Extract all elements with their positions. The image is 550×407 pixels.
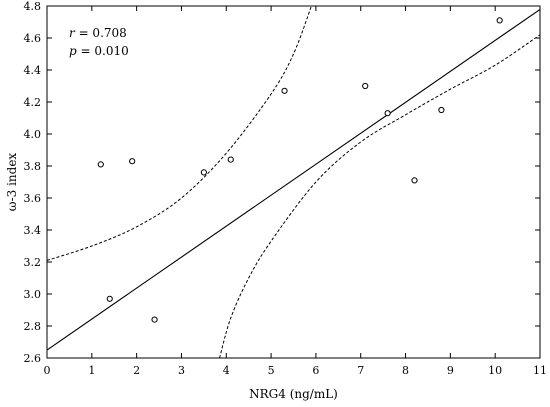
series-layer bbox=[47, 6, 540, 358]
x-tick-label: 11 bbox=[533, 364, 547, 377]
data-point bbox=[129, 158, 136, 165]
confidence-band-lower bbox=[219, 34, 540, 358]
y-tick-label: 2.6 bbox=[24, 352, 42, 365]
x-tick-label: 8 bbox=[402, 364, 409, 377]
y-tick-label: 4.6 bbox=[24, 32, 42, 45]
plot-frame bbox=[46, 5, 541, 359]
y-tick-label: 4.4 bbox=[24, 64, 42, 77]
y-tick-label: 3.2 bbox=[24, 256, 42, 269]
x-axis-label: NRG4 (ng/mL) bbox=[249, 387, 338, 401]
x-tick-label: 0 bbox=[44, 364, 51, 377]
confidence-band-upper bbox=[47, 6, 312, 261]
y-axis-label: ω-3 index bbox=[5, 153, 19, 212]
y-tick-label: 3.8 bbox=[24, 160, 42, 173]
y-tick-label: 3.6 bbox=[24, 192, 42, 205]
x-tick-label: 9 bbox=[447, 364, 454, 377]
y-tick-label: 3.4 bbox=[24, 224, 42, 237]
y-tick-label: 2.8 bbox=[24, 320, 42, 333]
x-tick-label: 6 bbox=[312, 364, 319, 377]
x-tick-label: 2 bbox=[133, 364, 140, 377]
data-point bbox=[97, 161, 104, 168]
y-tick-label: 4.0 bbox=[24, 128, 42, 141]
data-point bbox=[384, 110, 391, 117]
x-tick-label: 4 bbox=[223, 364, 230, 377]
x-axis-ticks: 0 1 2 3 4 5 6 7 8 9 10 11 bbox=[44, 6, 547, 377]
data-point bbox=[281, 87, 288, 94]
x-tick-label: 7 bbox=[357, 364, 364, 377]
data-point bbox=[151, 316, 158, 323]
x-tick-label: 3 bbox=[178, 364, 185, 377]
regression-line bbox=[47, 8, 540, 351]
stats-p: p = 0.010 bbox=[69, 44, 129, 58]
data-point bbox=[362, 82, 369, 90]
y-tick-label: 4.2 bbox=[24, 96, 42, 109]
y-tick-label: 4.8 bbox=[24, 0, 42, 13]
y-axis-ticks: 2.6 2.8 3.0 3.2 3.4 3.6 3.8 4.0 4.2 4.4 4.6 4.8 bbox=[24, 0, 540, 365]
x-tick-label: 1 bbox=[88, 364, 95, 377]
data-point bbox=[496, 17, 503, 24]
data-point bbox=[438, 106, 445, 114]
data-point bbox=[227, 156, 234, 163]
stats-r: r = 0.708 bbox=[69, 26, 127, 40]
x-tick-label: 5 bbox=[268, 364, 275, 377]
x-tick-label: 10 bbox=[488, 364, 502, 377]
y-tick-label: 3.0 bbox=[24, 288, 42, 301]
data-point bbox=[200, 169, 207, 176]
data-point bbox=[106, 295, 113, 302]
data-point bbox=[411, 177, 418, 184]
